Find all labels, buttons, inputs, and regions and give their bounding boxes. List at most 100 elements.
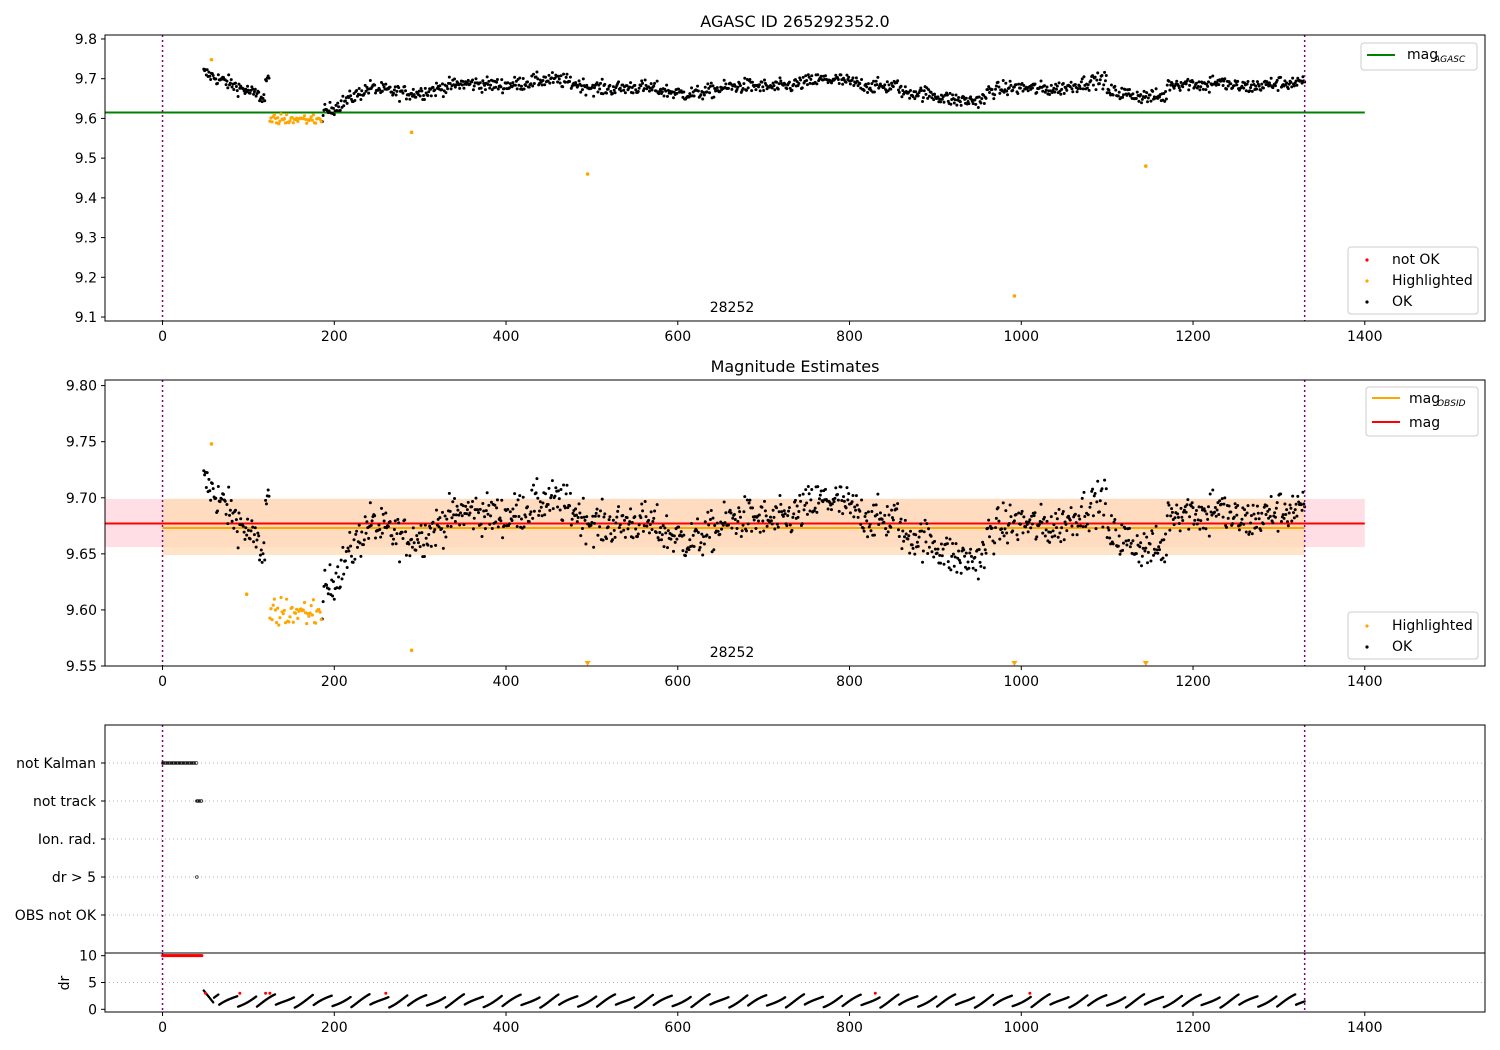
ok-point (584, 542, 588, 546)
ok-point (715, 521, 719, 525)
ok-point (1149, 559, 1153, 563)
dr-point (1010, 994, 1014, 997)
ok-point (872, 533, 876, 537)
ok-point (565, 483, 569, 487)
highlighted-point (318, 610, 322, 614)
ok-point (740, 529, 744, 533)
ok-point (1054, 82, 1058, 86)
ok-point (1237, 528, 1241, 532)
ok-point (938, 553, 942, 557)
ok-point (556, 505, 560, 509)
ok-point (1194, 512, 1198, 516)
ok-point (434, 81, 438, 85)
ok-point (1196, 518, 1200, 522)
ok-point (1276, 89, 1280, 93)
ok-point (644, 515, 648, 519)
ok-point (235, 89, 239, 93)
ok-point (913, 552, 917, 556)
ok-point (891, 518, 895, 522)
ok-point (959, 571, 963, 575)
ok-point (611, 92, 615, 96)
ok-point (1093, 491, 1097, 495)
ok-point (1142, 89, 1146, 93)
ok-point (806, 73, 810, 77)
ok-point (984, 551, 988, 555)
ok-point (793, 498, 797, 502)
highlighted-point (278, 616, 282, 620)
ok-point (427, 90, 431, 94)
ok-point (876, 492, 880, 496)
ok-point (957, 558, 961, 562)
ok-point (1218, 499, 1222, 503)
ok-point (218, 500, 222, 504)
ok-point (450, 516, 454, 520)
y-tick-label: 5 (88, 976, 97, 992)
ok-point (711, 516, 715, 520)
ok-point (970, 560, 974, 564)
ok-point (826, 507, 830, 511)
ok-point (1204, 88, 1208, 92)
ok-point (524, 515, 528, 519)
ok-point (236, 94, 240, 98)
dr-point (765, 993, 768, 997)
ok-point (532, 483, 536, 487)
ok-point (257, 534, 261, 538)
ok-point (331, 594, 335, 598)
ok-point (1051, 529, 1055, 533)
ok-point (404, 530, 408, 534)
ok-point (437, 525, 441, 529)
ok-point (543, 513, 547, 517)
y-tick-label: 0 (88, 1002, 97, 1018)
ok-point (471, 78, 475, 82)
ok-point (243, 537, 247, 541)
ok-point (1053, 534, 1057, 538)
ok-point (1059, 92, 1063, 96)
ok-point (1243, 513, 1247, 517)
ok-point (664, 89, 668, 93)
ok-point (548, 81, 552, 85)
ok-point (854, 76, 858, 80)
ok-point (645, 524, 649, 528)
ok-point (1121, 95, 1125, 99)
ok-point (368, 501, 372, 505)
highlighted-point (272, 597, 276, 601)
ok-point (606, 87, 610, 91)
ok-point (209, 498, 213, 502)
ok-point (261, 552, 265, 556)
ok-point (643, 500, 647, 504)
ok-point (1086, 83, 1090, 87)
ok-point (1170, 507, 1174, 511)
flag-category-label: Ion. rad. (38, 832, 96, 848)
ok-point (1276, 529, 1280, 533)
ok-point (907, 534, 911, 538)
ok-point (1233, 502, 1237, 506)
ok-point (958, 100, 962, 104)
ok-point (394, 542, 398, 546)
ok-point (761, 85, 765, 89)
ok-point (623, 91, 627, 95)
x-tick-label: 1000 (1003, 1020, 1039, 1036)
ok-point (868, 86, 872, 90)
ok-point (992, 552, 996, 556)
ok-point (428, 526, 432, 530)
ok-point (1005, 531, 1009, 535)
ok-point (1128, 545, 1132, 549)
ok-point (1249, 521, 1253, 525)
ok-point (1065, 529, 1069, 533)
x-tick-label: 400 (493, 674, 520, 690)
x-tick-label: 800 (836, 674, 863, 690)
ok-point (874, 79, 878, 83)
ok-point (527, 520, 531, 524)
ok-point (557, 77, 561, 81)
ok-point (1145, 91, 1149, 95)
ok-point (378, 527, 382, 531)
ok-point (1292, 84, 1296, 88)
ok-point (785, 87, 789, 91)
ok-point (898, 520, 902, 524)
ok-point (1028, 518, 1032, 522)
ok-point (844, 80, 848, 84)
ok-point (1291, 76, 1295, 80)
ok-point (1109, 83, 1113, 87)
ok-point (511, 507, 515, 511)
ok-point (805, 79, 809, 83)
